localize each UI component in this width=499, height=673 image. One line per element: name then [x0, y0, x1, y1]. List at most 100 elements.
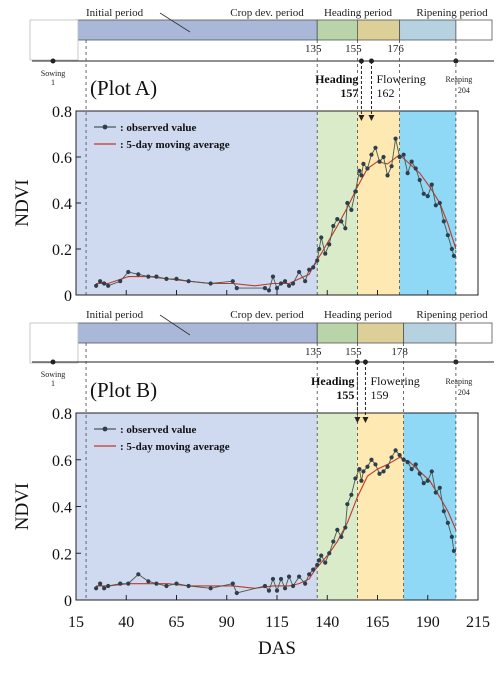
observed-point — [335, 527, 340, 532]
x-tick-label: 115 — [265, 614, 288, 631]
initial-period-label: Initial period — [86, 7, 144, 19]
observed-point — [365, 464, 370, 469]
moving-average-line — [96, 456, 457, 589]
post-reaping-box — [455, 322, 493, 344]
y-tick-label: 0.8 — [52, 104, 72, 121]
observed-point — [102, 281, 107, 286]
y-tick-label: 0.4 — [52, 196, 72, 213]
observed-point — [401, 152, 406, 157]
heading-label: Heading — [315, 72, 358, 86]
observed-point — [323, 560, 328, 565]
sowing-label: Sowing — [41, 370, 65, 379]
heading-period-bar — [356, 19, 401, 41]
y-tick-label: 0.6 — [52, 453, 72, 470]
observed-point — [413, 462, 418, 467]
y-tick-label: 0.2 — [52, 242, 72, 259]
initial-period-bar — [75, 19, 318, 41]
observed-point — [102, 586, 107, 591]
flowering-arrow-head — [368, 115, 375, 121]
observed-point — [445, 520, 450, 525]
observed-point — [381, 154, 386, 160]
observed-point — [282, 279, 288, 284]
x-tick-label: 165 — [366, 614, 390, 631]
observed-point — [405, 171, 410, 176]
observed-point — [413, 166, 418, 171]
observed-point — [174, 276, 179, 281]
sowing-day: 1 — [51, 379, 55, 388]
observed-point — [327, 551, 332, 556]
observed-point — [353, 476, 358, 481]
crop-dev-period-bar — [316, 322, 358, 344]
observed-point — [421, 481, 426, 486]
x-axis-label: DAS — [258, 638, 296, 659]
observed-point — [274, 286, 280, 291]
observed-point — [441, 509, 446, 514]
observed-point — [437, 200, 442, 206]
initial-period-band — [76, 111, 318, 295]
observed-point — [373, 462, 378, 467]
observed-point — [409, 159, 414, 164]
y-tick-label: 0.8 — [52, 406, 72, 423]
reaping-day: 204 — [458, 388, 470, 397]
pre-season-box — [29, 19, 79, 61]
observed-point — [397, 452, 402, 458]
initial-period-leader — [159, 12, 191, 33]
pre-season-box — [29, 322, 79, 364]
observed-point — [94, 283, 99, 288]
observed-point — [311, 567, 316, 572]
x-tick-label: 40 — [118, 614, 134, 631]
observed-point — [174, 581, 179, 586]
observed-point — [389, 164, 394, 169]
x-tick-label: 190 — [416, 614, 440, 631]
ripening-period-label: Ripening period — [416, 309, 488, 321]
observed-point — [319, 553, 324, 558]
observed-point — [343, 525, 348, 530]
observed-point — [361, 469, 366, 474]
observed-point — [282, 586, 288, 591]
y-tick-label: 0.6 — [52, 150, 72, 167]
observed-point — [323, 251, 328, 256]
legend-moving-average-label: : 5-day moving average — [120, 139, 230, 151]
observed-point — [433, 203, 438, 208]
observed-point — [262, 583, 268, 589]
reaping-label: Reaping — [446, 377, 473, 386]
initial-period-label: Initial period — [86, 309, 144, 321]
observed-point — [186, 583, 191, 589]
reaping-label: Reaping — [446, 75, 473, 84]
ripening-period-band — [403, 413, 456, 600]
observed-point — [208, 586, 213, 591]
observed-point — [437, 485, 442, 490]
observed-point — [369, 457, 374, 462]
observed-point — [429, 469, 434, 474]
observed-point — [315, 562, 320, 568]
observed-point — [307, 267, 312, 272]
legend-observed-marker — [102, 426, 108, 432]
heading-period-label: Heading period — [324, 7, 393, 19]
observed-point — [146, 579, 151, 584]
observed-point — [106, 283, 111, 288]
heading-period-label: Heading period — [324, 309, 393, 321]
observed-point — [449, 534, 454, 539]
observed-point — [297, 574, 302, 579]
observed-point — [441, 219, 446, 224]
observed-point — [136, 572, 141, 577]
heading-day: 155 — [336, 388, 354, 402]
observed-point — [266, 288, 272, 293]
observed-point — [234, 590, 239, 596]
ripening-period-bar — [403, 322, 457, 344]
observed-point — [361, 161, 366, 166]
observed-point — [335, 217, 340, 222]
panel-title: (Plot A) — [90, 76, 157, 100]
boundary-day-label: 155 — [345, 346, 362, 358]
observed-point — [331, 223, 336, 229]
observed-point — [345, 502, 350, 507]
heading-day: 157 — [340, 86, 358, 100]
initial-period-leader — [159, 314, 191, 336]
crop-dev-period-band — [317, 413, 358, 600]
boundary-day-label: 135 — [305, 346, 322, 358]
observed-point — [307, 572, 312, 577]
sowing-marker — [50, 58, 56, 64]
observed-point — [164, 276, 169, 281]
observed-point — [319, 235, 324, 240]
initial-period-bar — [75, 322, 318, 344]
